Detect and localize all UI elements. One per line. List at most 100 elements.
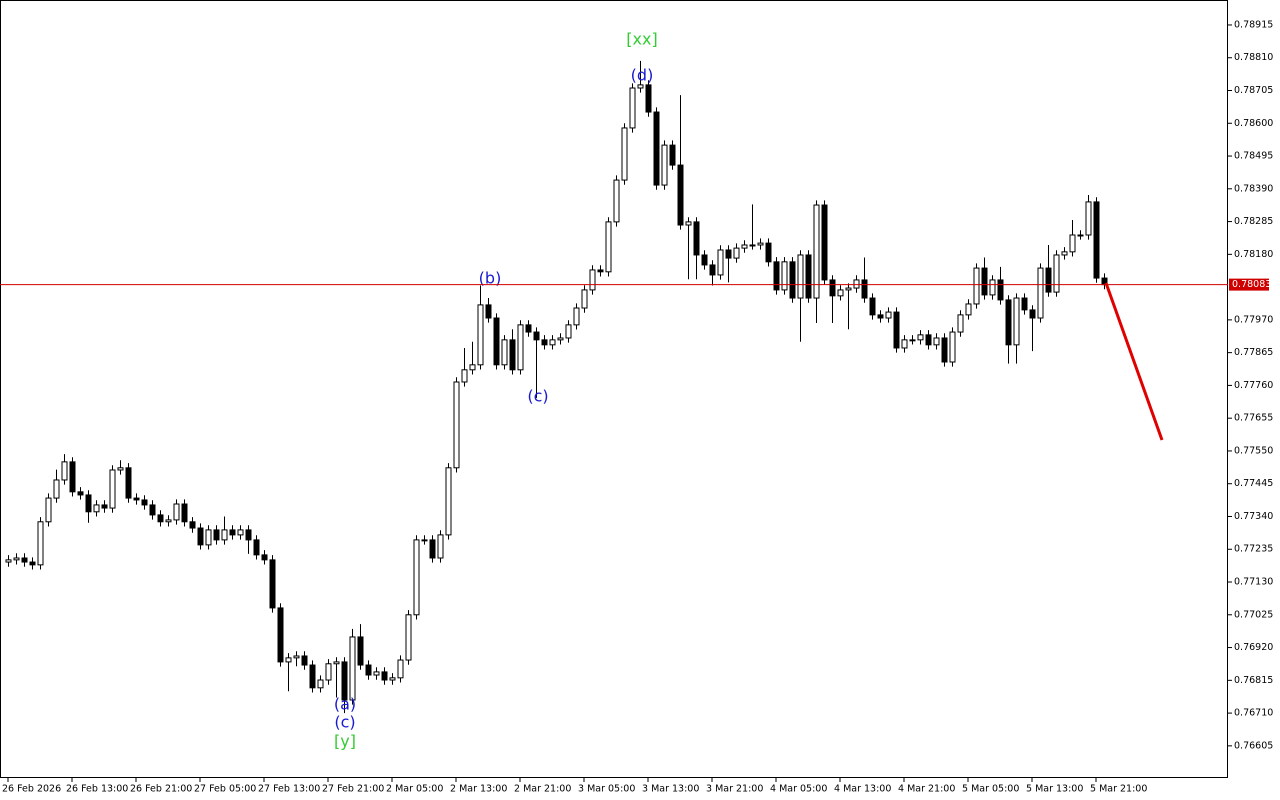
candle-body [525,324,532,333]
candle-body [725,249,732,259]
y-tick-label: 0.78180 [1234,249,1273,260]
candle-body [989,279,996,296]
wave-label: (a) [334,695,356,714]
y-tick-label: 0.78390 [1234,183,1273,194]
y-tick-label: 0.78495 [1234,151,1273,162]
candle-body [133,497,140,501]
y-tick-label: 0.77865 [1234,347,1273,358]
wave-label: (c) [334,713,355,732]
candle-body [429,539,436,559]
candle-body [685,221,692,226]
candle-body [765,242,772,263]
candle-body [1085,201,1092,236]
candle-body [1021,297,1028,311]
x-tick-label: 2 Mar 21:00 [514,784,571,795]
x-tick-label: 4 Mar 13:00 [834,784,891,795]
candle-body [661,144,668,186]
y-tick-label: 0.77550 [1234,445,1273,456]
candle-body [101,504,108,509]
candle-body [173,503,180,521]
price-label-box [1229,278,1269,291]
candle-body [341,661,348,701]
candle-body [357,636,364,666]
candle-body [669,144,676,166]
candle-body [437,534,444,559]
plot-frame [0,0,1228,778]
x-tick-label: 26 Feb 2026 [2,784,61,795]
candle-body [221,529,228,541]
candle-body [901,339,908,349]
candle-body [1053,254,1060,293]
candle-body [533,331,540,341]
y-tick-label: 0.77025 [1234,609,1273,620]
candle-body [573,307,580,326]
candle-body [909,339,916,342]
wave-label: [y] [334,732,356,751]
candle-body [1077,234,1084,237]
candle-body [1005,299,1012,346]
candle-body [485,304,492,319]
price-label: 0.78083 [1232,279,1271,290]
candle-body [565,324,572,339]
candle-body [109,469,116,509]
candle-body [957,314,964,333]
candle-body [141,499,148,506]
y-tick-label: 0.77130 [1234,577,1273,588]
candle-body [781,261,788,291]
candle-body [197,527,204,546]
candle-body [917,334,924,341]
candle-body [941,337,948,363]
candle-body [149,504,156,516]
candle-body [245,529,252,541]
y-tick-label: 0.77340 [1234,511,1273,522]
x-tick-label: 3 Mar 05:00 [578,784,635,795]
candle-body [1029,309,1036,319]
candle-body [709,264,716,276]
candle-body [421,539,428,542]
candle-body [13,557,20,561]
y-tick-label: 0.78810 [1234,52,1273,63]
candle-body [21,557,28,563]
candle-body [1013,297,1020,346]
candle-body [677,164,684,226]
candle-body [45,497,52,523]
candle-body [1045,267,1052,293]
candle-body [317,679,324,689]
candle-body [85,494,92,513]
candle-body [381,671,388,681]
candle-body [453,381,460,469]
candle-body [541,339,548,346]
candle-body [365,664,372,676]
x-tick-label: 4 Mar 21:00 [898,784,955,795]
candle-body [597,269,604,273]
candle-body [413,539,420,616]
candle-body [349,636,356,701]
candle-body [293,655,300,659]
candle-body [965,303,972,316]
candle-body [613,179,620,223]
candle-body [853,279,860,289]
y-tick-label: 0.77235 [1234,544,1273,555]
candle-body [253,539,260,556]
wave-label: (c) [527,387,548,406]
y-tick-label: 0.76815 [1234,675,1273,686]
candle-body [893,311,900,349]
candle-body [1093,201,1100,279]
candle-body [797,254,804,299]
candle-body [949,331,956,363]
candle-body [813,204,820,299]
candle-body [869,297,876,316]
candle-body [125,467,132,499]
y-tick-label: 0.78285 [1234,216,1273,227]
candle-body [581,289,588,309]
candle-body [165,519,172,523]
candle-body [29,561,36,566]
candle-body [445,467,452,536]
candle-body [493,317,500,366]
candle-body [389,677,396,681]
candle-body [509,339,516,371]
candle-body [973,267,980,305]
candle-body [821,204,828,281]
